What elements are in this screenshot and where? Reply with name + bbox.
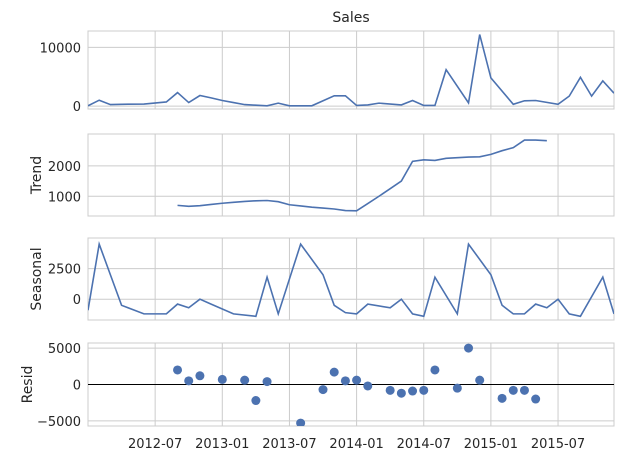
plot-area [87,133,615,217]
x-tick-label: 2015-01 [464,437,518,452]
resid-point [408,386,418,396]
panel-1: 0 10000 Sales [40,10,615,115]
chart-title: Sales [332,10,369,26]
x-tick-label: 2014-07 [397,437,451,452]
resid-point [430,365,440,375]
resid-point [385,385,395,395]
resid-point [497,393,507,403]
y-tick-label: 1000 [48,190,81,205]
plot-area [87,30,615,110]
resid-point [363,381,373,391]
resid-point [296,418,306,426]
panel-4: −5000 0 5000 Resid 2012-07 2013-01 2013-07 2014… [20,342,615,452]
y-tick-label: 5000 [48,342,81,357]
resid-point [184,376,194,386]
resid-point [240,375,250,385]
x-tick-label: 2013-07 [262,437,316,452]
x-tick-label: 2015-07 [531,437,585,452]
series-line [177,139,547,212]
resid-point [329,367,339,377]
resid-point [475,375,485,385]
y-tick-label: 0 [73,100,81,115]
series-line [88,34,614,107]
y-axis-label: Resid [20,366,36,404]
y-tick-label: 0 [73,379,81,394]
resid-point [173,365,183,375]
resid-point [396,388,406,398]
y-tick-label: −5000 [37,415,81,430]
resid-point [251,396,261,406]
x-tick-label: 2012-07 [128,437,182,452]
plot-area [87,237,615,321]
resid-point [262,377,272,387]
resid-point [519,385,529,395]
y-axis-label: Trend [29,156,45,195]
y-tick-label: 2000 [48,160,81,175]
y-tick-label: 2500 [48,263,81,278]
x-tick-label: 2013-01 [195,437,249,452]
resid-point [195,371,205,381]
resid-point [352,375,362,385]
series-line [88,241,614,318]
resid-point [217,374,227,384]
resid-point [464,343,474,353]
resid-point [318,385,328,395]
y-tick-label: 0 [73,293,81,308]
resid-point [419,385,429,395]
x-tick-label: 2014-01 [329,437,383,452]
resid-point [340,376,350,386]
y-axis-label: Seasonal [29,247,45,310]
resid-point [531,394,541,404]
resid-point [452,383,462,393]
y-tick-label: 10000 [40,41,81,56]
resid-point [508,385,518,395]
